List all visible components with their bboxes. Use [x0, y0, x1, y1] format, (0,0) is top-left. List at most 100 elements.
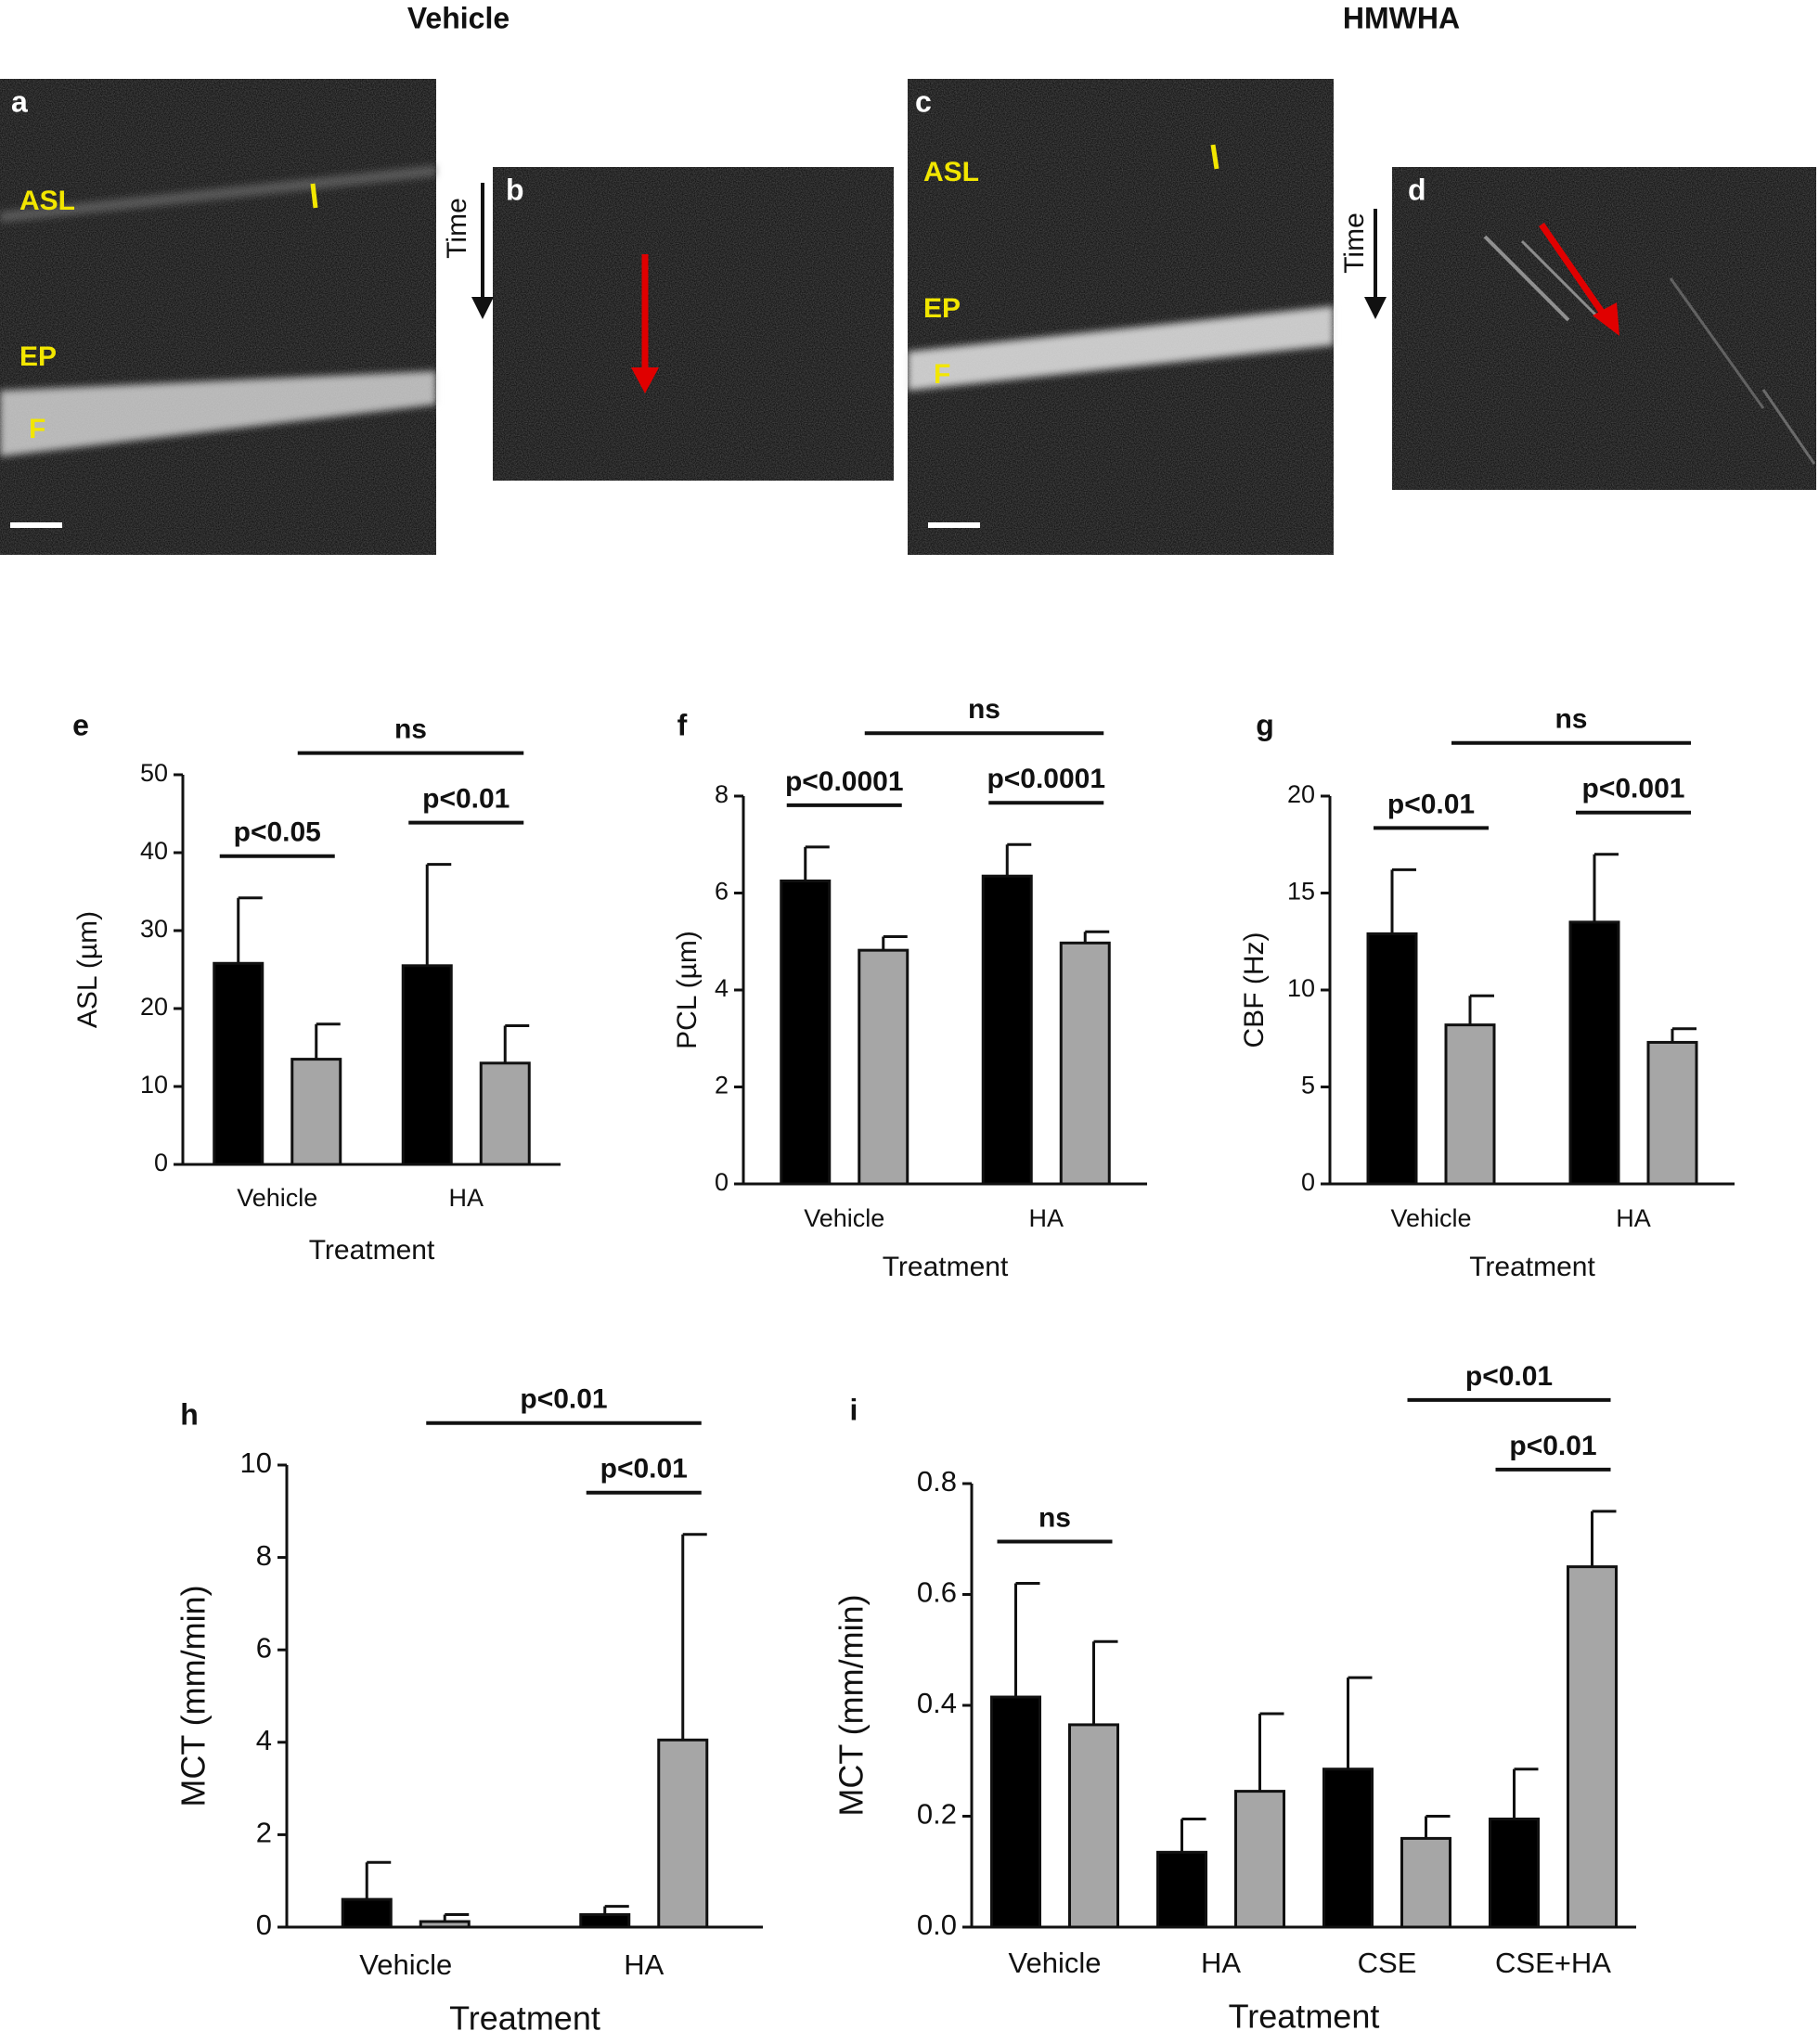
x-tick-label: CSE: [1358, 1947, 1417, 1979]
panel-label: i: [850, 1393, 858, 1426]
y-tick-label: 8: [715, 780, 729, 808]
y-tick-label: 6: [256, 1631, 272, 1664]
bar: [1489, 1817, 1540, 1929]
y-tick-label: 2: [715, 1072, 729, 1099]
y-tick-label: 10: [1287, 974, 1315, 1002]
panel-label: f: [677, 708, 688, 741]
x-tick-label: HA: [1028, 1204, 1064, 1232]
x-tick-label: HA: [448, 1184, 484, 1212]
bracket-label: p<0.001: [1582, 774, 1685, 804]
image-panel: Time b: [442, 167, 894, 481]
x-tick-label: HA: [1201, 1947, 1241, 1979]
y-axis-label: CBF (Hz): [1239, 932, 1270, 1048]
x-axis-label: Treatment: [449, 1999, 600, 2038]
bar: [1059, 941, 1111, 1186]
bracket-label: ns: [968, 694, 1000, 725]
panel-label: h: [180, 1397, 199, 1431]
x-tick-label: Vehicle: [359, 1948, 452, 1981]
x-tick-label: Vehicle: [1009, 1947, 1102, 1979]
bar: [1568, 920, 1620, 1186]
bar: [1234, 1790, 1285, 1929]
bar: [858, 948, 910, 1186]
y-tick-label: 0.0: [917, 1909, 957, 1941]
bracket-label: p<0.01: [1387, 789, 1475, 819]
panel-label: e: [72, 708, 89, 741]
layer-label: EP: [19, 341, 57, 372]
panel-label: c: [915, 84, 932, 118]
bar: [290, 1058, 342, 1166]
x-axis-label: Treatment: [883, 1252, 1009, 1282]
bar: [1068, 1723, 1119, 1929]
y-tick-label: 10: [140, 1071, 168, 1099]
y-tick-label: 5: [1301, 1072, 1315, 1099]
bracket-label: p<0.05: [234, 817, 321, 848]
y-tick-label: 10: [240, 1446, 272, 1479]
y-tick-label: 20: [140, 993, 168, 1021]
bracket-label: p<0.0001: [785, 766, 904, 797]
bar: [401, 964, 453, 1166]
axis-label: Time: [442, 198, 472, 259]
y-axis-label: MCT (mm/min): [174, 1585, 213, 1806]
y-tick-label: 0: [715, 1168, 729, 1196]
y-tick-label: 0: [1301, 1168, 1315, 1196]
layer-label: ASL: [923, 157, 979, 187]
layer-label: ASL: [19, 186, 75, 216]
panel-label: g: [1256, 708, 1274, 741]
layer-label: F: [934, 359, 950, 390]
bar: [341, 1897, 393, 1929]
y-tick-label: 15: [1287, 878, 1315, 906]
bracket-label: ns: [1555, 704, 1587, 735]
bar: [1156, 1850, 1207, 1929]
y-tick-label: 4: [715, 974, 729, 1002]
x-tick-label: Vehicle: [237, 1184, 317, 1212]
x-tick-label: HA: [624, 1948, 664, 1981]
figure-title: Vehicle: [407, 1, 510, 34]
bracket-label: p<0.01: [422, 784, 510, 815]
bar: [213, 961, 264, 1166]
x-tick-label: Vehicle: [1390, 1204, 1471, 1232]
y-tick-label: 4: [256, 1724, 272, 1756]
y-tick-label: 6: [715, 878, 729, 906]
x-tick-label: Vehicle: [804, 1204, 884, 1232]
y-tick-label: 0.4: [917, 1687, 957, 1719]
x-tick-label: HA: [1616, 1204, 1651, 1232]
y-tick-label: 50: [140, 759, 168, 787]
bar: [780, 879, 832, 1186]
y-tick-label: 0: [256, 1909, 272, 1941]
x-axis-label: Treatment: [309, 1235, 435, 1266]
bar: [990, 1695, 1041, 1929]
panel-label: b: [506, 173, 524, 206]
image-panel: a ASL EP F: [0, 79, 436, 555]
image-panel: c ASL EP F: [908, 79, 1334, 555]
bracket-label: p<0.01: [1509, 1431, 1596, 1461]
x-axis-label: Treatment: [1229, 1998, 1380, 2036]
figure-title: HMWHA: [1343, 1, 1460, 34]
bracket-label: p<0.01: [1465, 1361, 1553, 1392]
bar: [657, 1738, 709, 1929]
image-panel: Time d: [1339, 167, 1816, 490]
y-tick-label: 2: [256, 1817, 272, 1849]
bar: [479, 1061, 531, 1166]
bracket-label: p<0.01: [600, 1454, 688, 1485]
y-tick-label: 40: [140, 837, 168, 865]
bar: [1322, 1768, 1374, 1929]
bracket-label: p<0.01: [520, 1384, 607, 1415]
bar: [579, 1913, 631, 1929]
y-tick-label: 30: [140, 915, 168, 943]
y-tick-label: 0: [154, 1149, 168, 1176]
y-tick-label: 20: [1287, 780, 1315, 808]
y-tick-label: 0.6: [917, 1576, 957, 1609]
layer-label: EP: [923, 293, 961, 324]
bracket-label: p<0.0001: [987, 764, 1105, 794]
y-tick-label: 0.8: [917, 1465, 957, 1498]
panel-label: d: [1408, 173, 1426, 206]
y-tick-label: 0.2: [917, 1798, 957, 1831]
bar: [1400, 1836, 1451, 1929]
axis-label: Time: [1339, 212, 1370, 274]
layer-label: F: [29, 414, 45, 444]
x-axis-label: Treatment: [1469, 1252, 1595, 1282]
y-tick-label: 8: [256, 1539, 272, 1572]
bracket-label: ns: [394, 714, 427, 745]
y-axis-label: PCL (µm): [672, 931, 703, 1049]
